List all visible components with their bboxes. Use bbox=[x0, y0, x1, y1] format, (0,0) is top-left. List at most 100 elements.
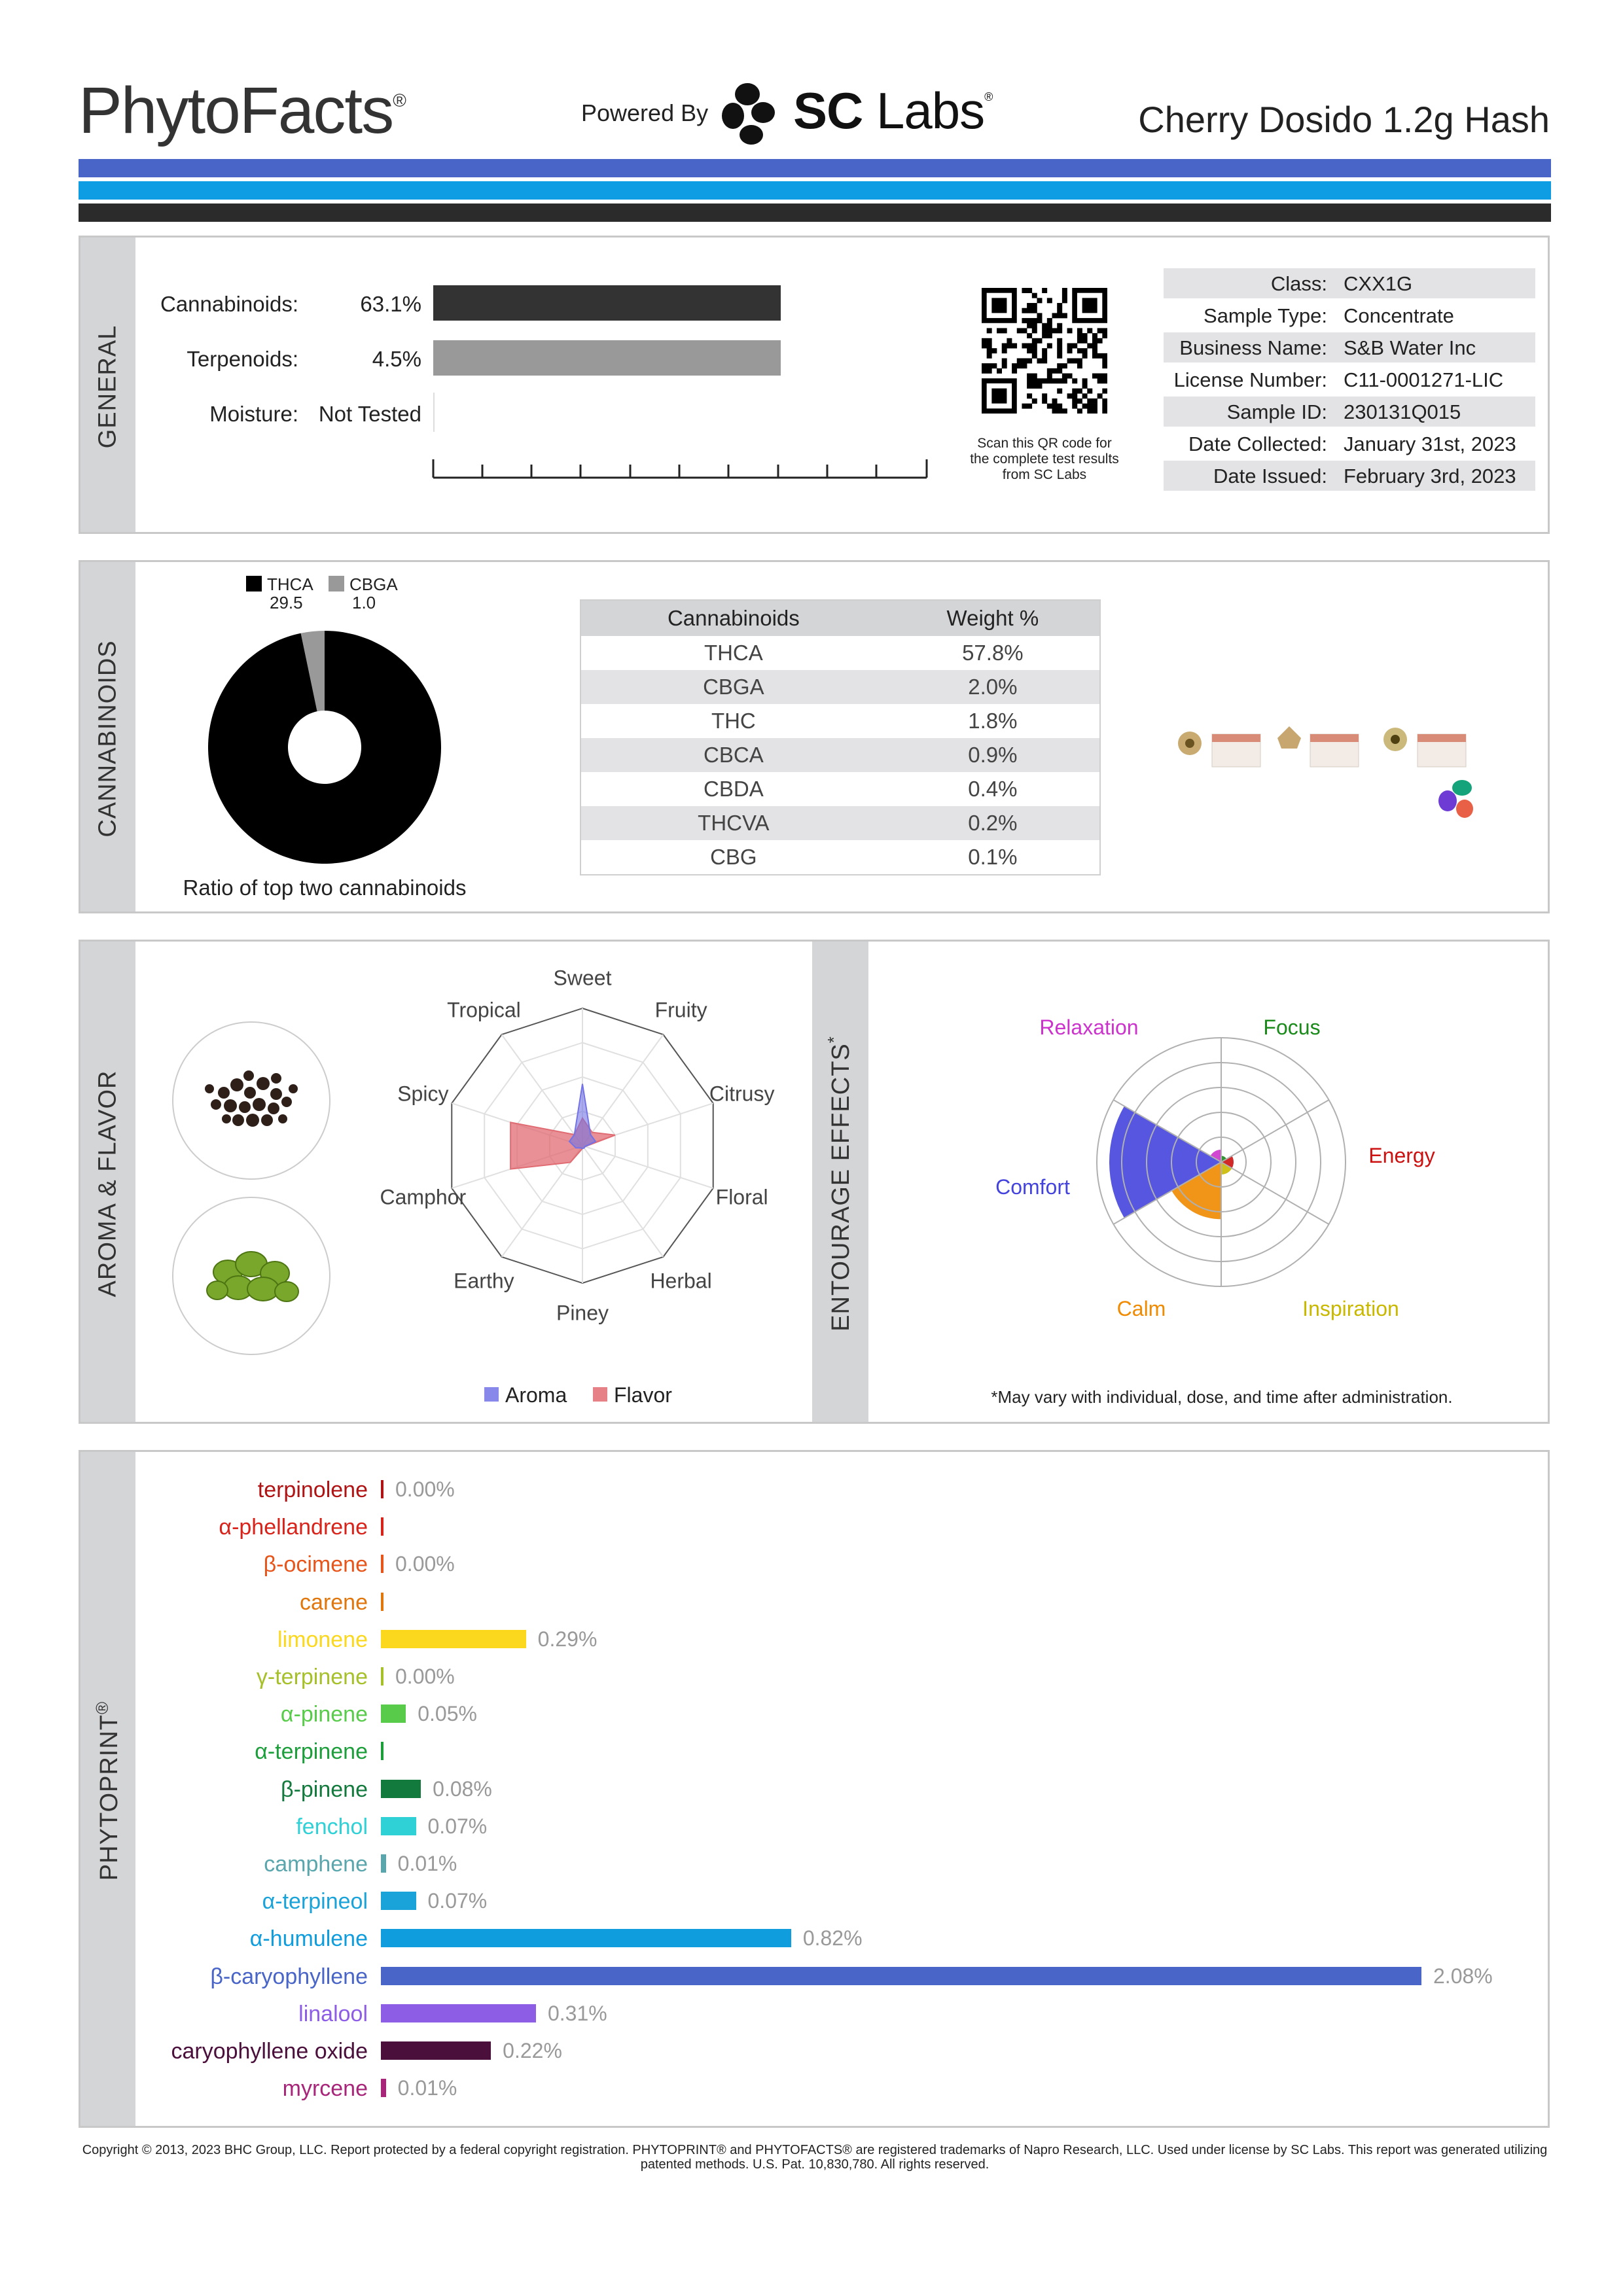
phytofacts-logo: PhytoFacts® bbox=[79, 74, 406, 147]
info-key: Sample ID: bbox=[1226, 400, 1327, 423]
terpene-name: linalool bbox=[298, 2001, 368, 2026]
radar-axis-label: Spicy bbox=[397, 1082, 449, 1106]
terpene-name: myrcene bbox=[282, 2076, 368, 2102]
terpene-name: α-terpineol bbox=[262, 1889, 368, 1915]
legend-aroma-label: Aroma bbox=[505, 1383, 567, 1407]
entourage-effects-chart bbox=[1096, 1037, 1346, 1287]
cannabinoids-value: 63.1% bbox=[360, 292, 421, 316]
terpene-bar bbox=[381, 1966, 1421, 1985]
qr-code[interactable] bbox=[982, 288, 1107, 414]
terpene-value: 0.29% bbox=[537, 1627, 597, 1651]
header-stripe-blue bbox=[79, 159, 1551, 177]
terpene-bar bbox=[381, 1742, 383, 1761]
terpene-name: α-pinene bbox=[280, 1702, 368, 1727]
terpenoids-label: Terpenoids: bbox=[187, 347, 298, 371]
cannabinoid-weight-cell: 0.4% bbox=[968, 777, 1018, 801]
terpene-value: 0.00% bbox=[395, 1552, 455, 1576]
moisture-label: Moisture: bbox=[209, 402, 298, 426]
terpene-name: β-pinene bbox=[281, 1776, 368, 1802]
terpene-bar bbox=[381, 1592, 383, 1611]
entourage-sidebar bbox=[812, 942, 868, 1422]
cannabinoids-section-label: CANNABINOIDS bbox=[94, 640, 122, 838]
terpene-bar bbox=[381, 1704, 406, 1723]
info-row: Date Collected: January 31st, 2023 bbox=[1164, 429, 1535, 459]
terpene-name: α-terpinene bbox=[255, 1739, 368, 1765]
info-value: 230131Q015 bbox=[1344, 400, 1461, 423]
cannabinoid-name-cell: CBDA bbox=[704, 777, 764, 801]
radar-axis-label: Citrusy bbox=[709, 1082, 775, 1106]
legend-flavor-label: Flavor bbox=[614, 1383, 672, 1407]
radar-axis-label: Sweet bbox=[553, 966, 612, 990]
entourage-note: *May vary with individual, dose, and tim… bbox=[991, 1387, 1453, 1407]
terpene-name: camphene bbox=[264, 1852, 368, 1877]
cannabinoid-weight-cell: 0.2% bbox=[885, 806, 1100, 840]
table-row: CBDA 0.4% bbox=[580, 772, 1100, 806]
info-row: Sample ID: 230131Q015 bbox=[1164, 397, 1535, 427]
terpenoids-value: 4.5% bbox=[372, 347, 421, 371]
info-key: Date Collected: bbox=[1188, 433, 1327, 455]
aroma-flavor-radar-chart bbox=[451, 1007, 714, 1284]
cannabinoid-table: Cannabinoids Weight % THCA 57.8% CBGA 2.0% T… bbox=[580, 599, 1101, 875]
aroma-section-label: AROMA & FLAVOR bbox=[94, 1070, 122, 1298]
terpene-bar bbox=[381, 1892, 416, 1911]
phytoprint-panel: PHYTOPRINT® bbox=[79, 1450, 1550, 2128]
terpene-value: 0.01% bbox=[397, 2076, 457, 2100]
entourage-sector-inspiration bbox=[1221, 1162, 1232, 1174]
info-key: License Number: bbox=[1173, 368, 1327, 391]
aroma-entourage-panel: AROMA & FLAVOR ENTOURAGE EFFECTS* bbox=[79, 940, 1550, 1424]
moisture-baseline bbox=[433, 393, 435, 432]
donut-caption: Ratio of top two cannabinoids bbox=[183, 875, 467, 900]
table-row: THC 1.8% bbox=[580, 704, 1100, 738]
terpene-bar bbox=[381, 2041, 491, 2060]
legend-thca-label: THCA bbox=[267, 574, 313, 594]
terpene-value: 2.08% bbox=[1433, 1964, 1493, 1988]
table-row: THCA 57.8% bbox=[580, 636, 1100, 670]
terpene-bar bbox=[381, 1816, 416, 1835]
entourage-sector-energy bbox=[1221, 1156, 1234, 1169]
sc-labs-color-dots-icon bbox=[1438, 780, 1473, 818]
cannabinoid-weight-cell: 1.8% bbox=[968, 709, 1018, 733]
entourage-label-calm: Calm bbox=[1116, 1297, 1166, 1320]
cannabinoid-name-cell: THCA bbox=[704, 641, 763, 665]
terpene-name: terpinolene bbox=[257, 1477, 368, 1502]
info-key: Class: bbox=[1270, 272, 1327, 295]
terpene-name: β-ocimene bbox=[263, 1552, 368, 1578]
info-row: Class: CXX1G bbox=[1164, 268, 1535, 298]
terpene-name: fenchol bbox=[296, 1814, 368, 1839]
entourage-label-relaxation: Relaxation bbox=[1039, 1016, 1139, 1039]
info-value: S&B Water Inc bbox=[1344, 336, 1476, 359]
cannabinoid-weight-cell: 0.9% bbox=[885, 738, 1100, 772]
info-row: License Number: C11-0001271-LIC bbox=[1164, 364, 1535, 395]
terpene-bar bbox=[381, 1517, 383, 1536]
terpene-bar bbox=[381, 1929, 791, 1948]
info-value: January 31st, 2023 bbox=[1344, 433, 1516, 455]
terpene-value: 0.00% bbox=[395, 1665, 455, 1688]
cannabinoid-weight-cell: 2.0% bbox=[885, 670, 1100, 704]
black-pepper-aroma-image bbox=[172, 1021, 330, 1180]
sc-labs-logo-icon bbox=[722, 83, 775, 145]
table-row: CBGA 2.0% bbox=[580, 670, 1100, 704]
table-row: CBG 0.1% bbox=[580, 840, 1100, 875]
header-stripe-cyan bbox=[79, 181, 1551, 200]
general-sidebar bbox=[80, 238, 135, 532]
terpene-name: carene bbox=[300, 1589, 368, 1615]
info-key: Business Name: bbox=[1179, 336, 1327, 359]
moisture-value: Not Tested bbox=[318, 402, 421, 426]
col-header-weight: Weight % bbox=[885, 600, 1100, 636]
terpene-bar bbox=[381, 1555, 383, 1574]
cannabinoids-label: Cannabinoids: bbox=[160, 292, 298, 316]
terpene-name: caryophyllene oxide bbox=[171, 2039, 368, 2064]
donut-slice-cbga bbox=[300, 631, 325, 712]
radar-axis-label: Piney bbox=[556, 1301, 609, 1325]
terpene-bar bbox=[381, 1667, 383, 1686]
terpene-value: 0.01% bbox=[397, 1852, 457, 1875]
terpene-value: 0.31% bbox=[547, 2001, 607, 2025]
entourage-label-energy: Energy bbox=[1368, 1144, 1435, 1167]
legend-cbga-swatch bbox=[329, 576, 344, 592]
legend-aroma-swatch bbox=[484, 1387, 499, 1402]
entourage-section-label: ENTOURAGE EFFECTS* bbox=[824, 1036, 855, 1332]
info-value: CXX1G bbox=[1344, 272, 1413, 295]
cannabinoids-bar bbox=[433, 285, 781, 321]
info-key: Sample Type: bbox=[1204, 304, 1327, 327]
sc-labs-wordmark: SC Labs® bbox=[793, 82, 993, 139]
